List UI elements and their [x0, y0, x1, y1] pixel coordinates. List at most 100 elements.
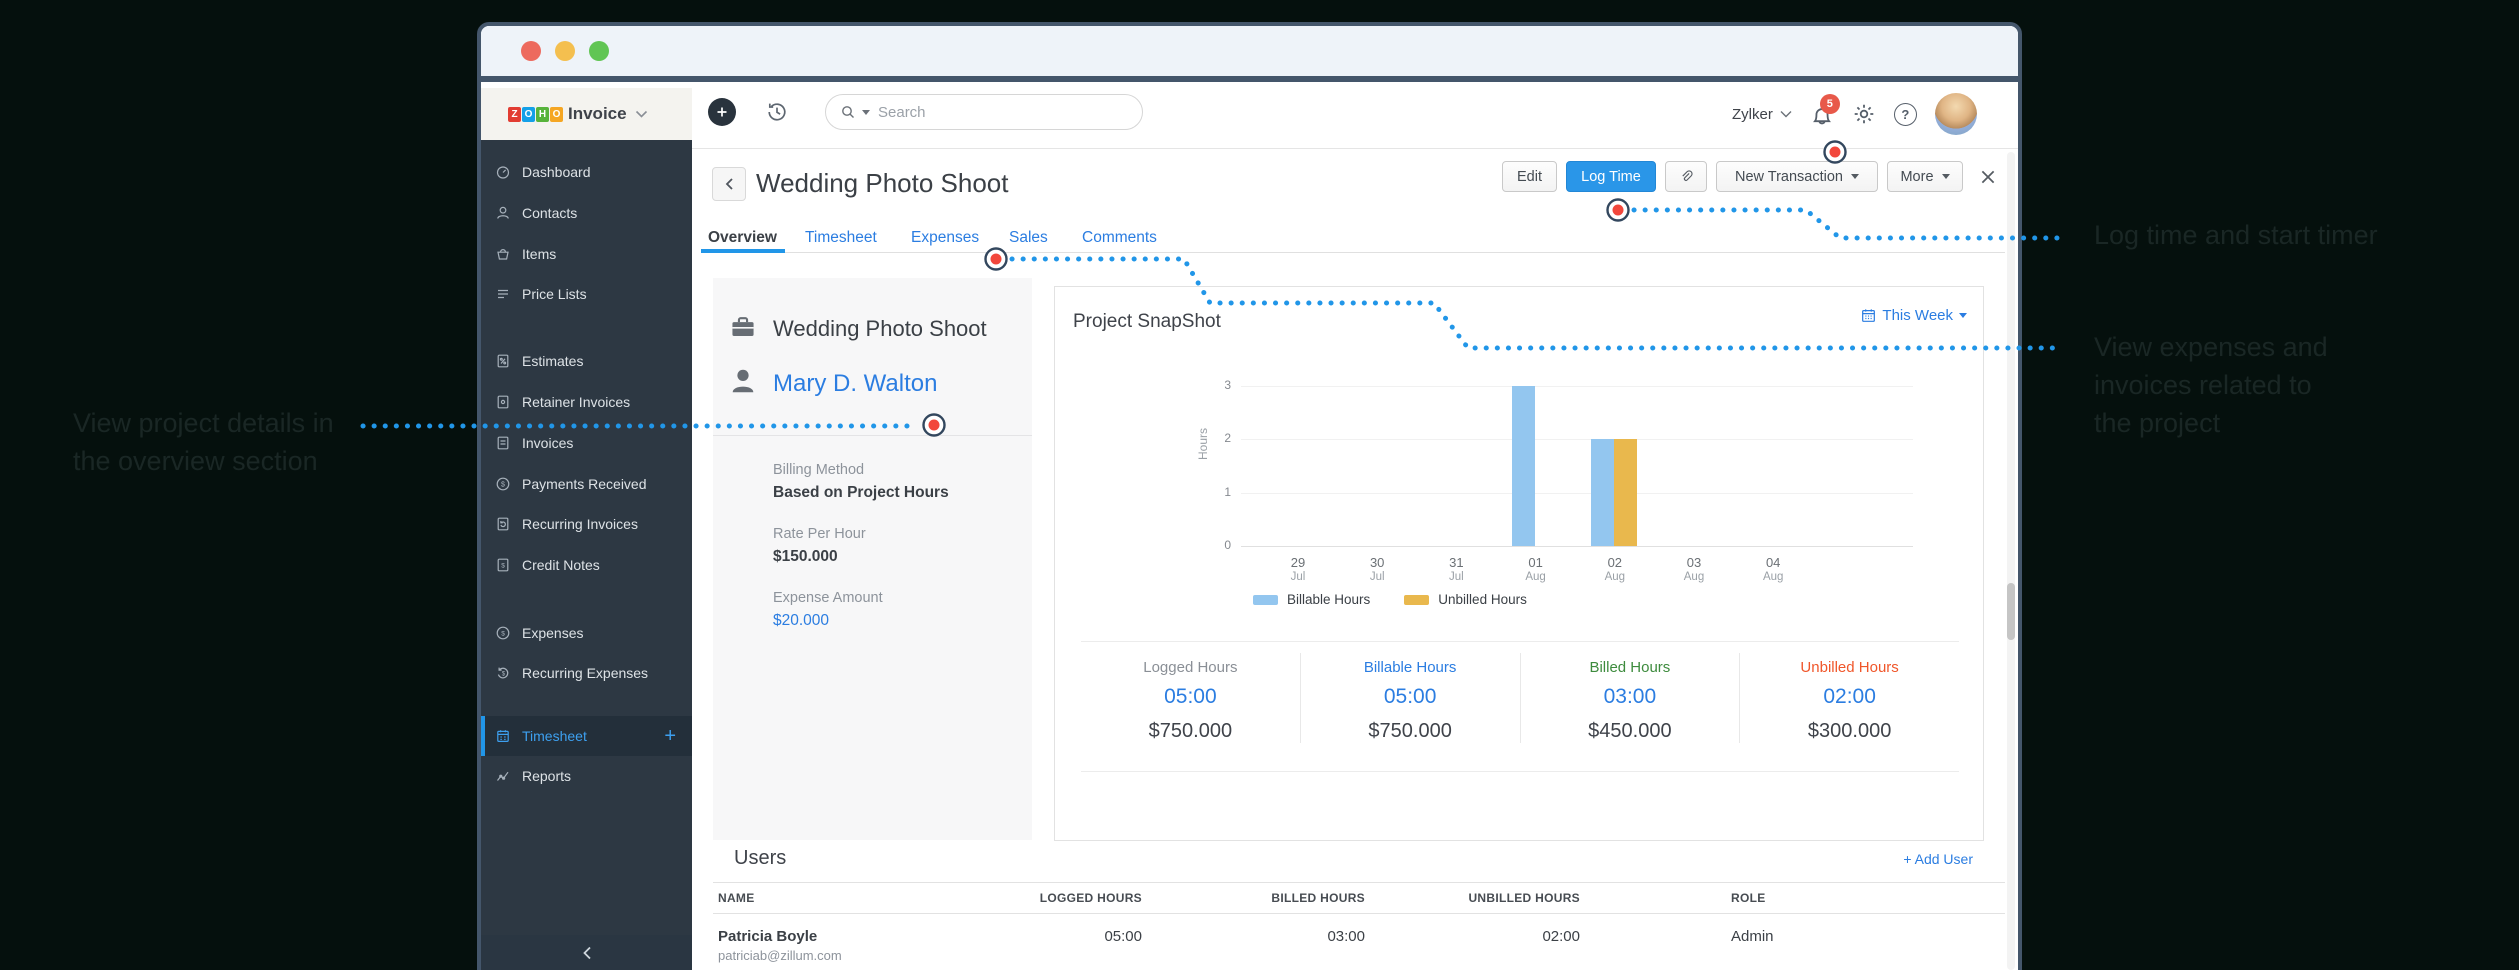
org-switcher[interactable]: Zylker	[1732, 106, 1792, 123]
svg-text:$: $	[501, 630, 505, 637]
tab-sales[interactable]: Sales	[1009, 229, 1048, 247]
annotation-view-expenses: View expenses and invoices related to th…	[2094, 328, 2339, 442]
topbar-right-cluster: Zylker 5 ?	[1732, 88, 1977, 140]
chevron-down-icon	[1780, 110, 1792, 118]
column-header-role: ROLE	[1731, 891, 1766, 905]
bar-billable-hours-01-aug	[1512, 386, 1535, 547]
zoom-window-button[interactable]	[589, 41, 609, 61]
close-page-button[interactable]	[1978, 167, 1998, 187]
annotation-log-time: Log time and start timer	[2094, 216, 2378, 254]
zoho-invoice-logo[interactable]: Z O H O Invoice	[481, 88, 692, 140]
x-axis-tick: 31Jul	[1426, 555, 1486, 585]
billing-method-field: Billing Method Based on Project Hours	[773, 462, 949, 502]
chart-gridline	[1241, 439, 1913, 440]
notifications-button[interactable]: 5	[1810, 102, 1834, 126]
card-divider	[1081, 641, 1959, 642]
help-button[interactable]: ?	[1894, 103, 1917, 126]
zoho-invoice-app: Z O H O Invoice Dashboard Contacts Items	[481, 88, 2018, 970]
logo-letter: Z	[508, 107, 521, 122]
logo-letter: H	[536, 107, 549, 122]
logo-letter: O	[522, 107, 535, 122]
sidebar-item-price-lists[interactable]: Price Lists	[481, 274, 692, 314]
y-axis-tick: 3	[1195, 378, 1231, 392]
more-button[interactable]: More	[1887, 161, 1963, 192]
user-role: Admin	[1731, 928, 1774, 945]
person-icon	[728, 366, 758, 401]
user-avatar[interactable]	[1935, 93, 1977, 135]
quick-create-button[interactable]	[708, 98, 736, 126]
edit-button[interactable]: Edit	[1502, 161, 1557, 192]
sidebar-item-items[interactable]: Items	[481, 234, 692, 274]
user-billed-hours: 03:00	[1165, 928, 1365, 945]
add-timesheet-icon[interactable]: +	[664, 725, 676, 748]
sidebar-item-credit-notes[interactable]: $ Credit Notes	[481, 545, 692, 585]
sidebar-item-estimates[interactable]: Estimates	[481, 341, 692, 381]
global-search	[825, 94, 1143, 130]
sidebar-item-payments-received[interactable]: $ Payments Received	[481, 464, 692, 504]
customer-link[interactable]: Mary D. Walton	[773, 370, 937, 398]
invoice-document-icon	[495, 435, 511, 451]
sidebar-item-invoices[interactable]: Invoices	[481, 423, 692, 463]
svg-text:$: $	[501, 562, 505, 569]
project-name: Wedding Photo Shoot	[773, 316, 987, 342]
y-axis-tick: 1	[1195, 485, 1231, 499]
dashboard-icon	[495, 164, 511, 180]
bar-billable-hours-02-aug	[1591, 439, 1614, 546]
active-tab-indicator	[701, 249, 785, 253]
back-button[interactable]	[712, 167, 746, 201]
sidebar-item-recurring-expenses[interactable]: $ Recurring Expenses	[481, 653, 692, 693]
recent-history-button[interactable]	[765, 100, 789, 124]
history-clock-icon	[765, 100, 789, 124]
sidebar-item-recurring-invoices[interactable]: Recurring Invoices	[481, 504, 692, 544]
settings-button[interactable]	[1852, 102, 1876, 126]
retainer-invoice-icon	[495, 394, 511, 410]
tab-expenses[interactable]: Expenses	[911, 229, 979, 247]
tab-comments[interactable]: Comments	[1082, 229, 1157, 247]
add-user-button[interactable]: + Add User	[1873, 851, 1973, 867]
close-window-button[interactable]	[521, 41, 541, 61]
sidebar-item-retainer-invoices[interactable]: Retainer Invoices	[481, 382, 692, 422]
annotation-view-project-details: View project details in the overview sec…	[73, 404, 363, 480]
tab-overview[interactable]: Overview	[708, 229, 777, 247]
sidebar-collapse-button[interactable]	[481, 935, 692, 970]
x-axis-tick: 03Aug	[1664, 555, 1724, 585]
bar-unbilled-hours-02-aug	[1614, 439, 1637, 546]
attachments-button[interactable]	[1665, 161, 1707, 192]
svg-text:$: $	[501, 482, 505, 489]
project-snapshot-card: Project SnapShot This Week Hours 012329J…	[1054, 286, 1984, 841]
search-input[interactable]	[876, 103, 1076, 122]
legend-billable-hours: Billable Hours	[1253, 592, 1370, 607]
minimize-window-button[interactable]	[555, 41, 575, 61]
x-axis-tick: 04Aug	[1743, 555, 1803, 585]
recurring-invoice-icon	[495, 516, 511, 532]
user-logged-hours: 05:00	[942, 928, 1142, 945]
panel-divider	[713, 435, 1032, 436]
gear-icon	[1852, 102, 1876, 126]
vertical-scrollbar[interactable]	[2007, 152, 2015, 970]
table-border	[713, 882, 2005, 883]
contacts-icon	[495, 205, 511, 221]
sidebar-item-reports[interactable]: Reports	[481, 756, 692, 796]
project-details-panel: Wedding Photo Shoot Mary D. Walton Billi…	[713, 278, 1032, 840]
search-scope-caret-icon[interactable]	[862, 110, 870, 115]
sidebar-item-timesheet[interactable]: Timesheet +	[481, 716, 692, 756]
svg-text:$: $	[502, 671, 506, 677]
sidebar-item-dashboard[interactable]: Dashboard	[481, 152, 692, 192]
new-transaction-button[interactable]: New Transaction	[1716, 161, 1878, 192]
column-header-billed-hours: BILLED HOURS	[1165, 891, 1365, 905]
tabs-divider	[713, 252, 2005, 253]
stat-billable-hours: Billable Hours 05:00 $750.000	[1300, 653, 1520, 743]
rate-per-hour-field: Rate Per Hour $150.000	[773, 526, 866, 566]
user-name[interactable]: Patricia Boyle	[718, 928, 817, 945]
legend-swatch	[1404, 595, 1429, 605]
paperclip-icon	[1679, 169, 1694, 185]
chevron-down-icon	[1942, 174, 1950, 179]
tab-timesheet[interactable]: Timesheet	[805, 229, 877, 247]
payments-icon: $	[495, 476, 511, 492]
scrollbar-thumb[interactable]	[2007, 583, 2015, 640]
log-time-button[interactable]: Log Time	[1566, 161, 1656, 192]
sidebar-item-expenses[interactable]: $ Expenses	[481, 613, 692, 653]
sidebar-item-contacts[interactable]: Contacts	[481, 193, 692, 233]
column-header-name: NAME	[718, 891, 755, 905]
y-axis-tick: 2	[1195, 431, 1231, 445]
